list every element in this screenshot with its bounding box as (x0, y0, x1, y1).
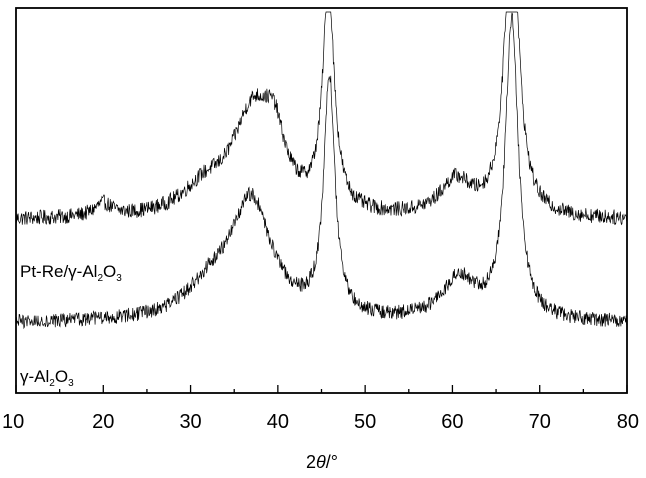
series-line-1 (15, 12, 627, 330)
x-tick-label-70: 70 (529, 411, 551, 433)
x-tick-label-40: 40 (267, 411, 289, 433)
x-tick-label-60: 60 (441, 411, 463, 433)
series-line-0 (15, 11, 627, 226)
series-label-gamma-alumina: γ-Al2O3 (20, 367, 74, 389)
x-tick-label-20: 20 (92, 411, 114, 433)
series-label-pt-re: Pt-Re/γ-Al2O3 (20, 262, 122, 284)
x-axis-ticks: 10 20 30 40 50 60 70 80 (2, 385, 639, 433)
traces (15, 11, 627, 330)
x-tick-label-80: 80 (617, 411, 639, 433)
x-tick-label-30: 30 (179, 411, 201, 433)
x-tick-label-50: 50 (354, 411, 376, 433)
x-axis-label: 2θ/° (306, 452, 338, 472)
x-tick-label-10: 10 (2, 411, 24, 433)
